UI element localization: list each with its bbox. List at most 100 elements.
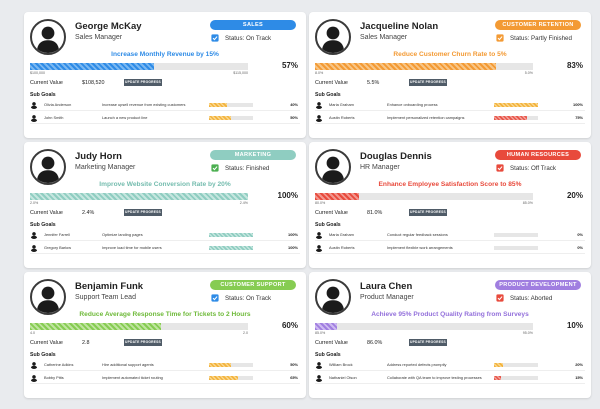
update-progress-button[interactable]: UPDATE PROGRESS (409, 209, 447, 216)
goal-progress-fill (30, 193, 248, 200)
sub-goal-percent: 15% (575, 375, 583, 380)
range-end: 2.0 (243, 331, 248, 335)
department-badge: MARKETING (210, 150, 296, 160)
sub-goal-progress-fill (209, 103, 227, 107)
goal-card-jacqueline-nolan: Jacqueline Nolan Sales Manager CUSTOMER … (309, 12, 591, 138)
sub-goal-percent: 0% (577, 232, 583, 237)
current-value-label: Current Value (30, 210, 63, 216)
sub-goal-person: William Brock (329, 362, 353, 367)
status-text: Status: Off Track (510, 165, 556, 172)
goal-progress-fill (315, 193, 359, 200)
sub-goal-avatar (315, 231, 323, 239)
sub-goal-avatar (30, 361, 38, 369)
goal-card-judy-horn: Judy Horn Marketing Manager MARKETING St… (24, 142, 306, 268)
goal-title: Increase Monthly Revenue by 15% (111, 51, 219, 58)
goal-card-laura-chen: Laura Chen Product Manager PRODUCT DEVEL… (309, 272, 591, 398)
on-track-status-icon (211, 294, 219, 302)
sub-goal-progress-fill (209, 376, 238, 380)
employee-role: HR Manager (360, 164, 400, 171)
update-progress-button[interactable]: UPDATE PROGRESS (124, 79, 162, 86)
sub-goal-progress-bar (209, 116, 253, 120)
current-value: 2.4% (82, 210, 95, 216)
sub-goal-task: Launch a new product line (102, 115, 148, 120)
employee-name: Laura Chen (360, 281, 413, 292)
sub-goal-row: Gregory Barlow Improve load time for mob… (30, 242, 300, 254)
sub-goal-task: Collaborate with QA team to improve test… (387, 375, 482, 380)
off-track-status-icon (496, 164, 504, 172)
sub-goal-person: Jennifer Farrell (44, 232, 70, 237)
sub-goal-task: Increase upsell revenue from existing cu… (102, 102, 186, 107)
current-value: 5.5% (367, 80, 380, 86)
sub-goal-avatar (315, 374, 323, 382)
current-value: $108,520 (82, 80, 105, 86)
update-progress-button[interactable]: UPDATE PROGRESS (409, 79, 447, 86)
employee-role: Product Manager (360, 294, 414, 301)
current-value: 86.0% (367, 340, 383, 346)
sub-goal-person: Austin Roberts (329, 115, 355, 120)
sub-goal-progress-fill (494, 103, 538, 107)
sub-goal-task: Optimize landing pages (102, 232, 143, 237)
goal-progress-bar (30, 63, 248, 70)
sub-goal-progress-bar (494, 246, 538, 250)
range-start: $100,000 (30, 71, 45, 75)
sub-goal-progress-bar (209, 246, 253, 250)
range-start: 8.0% (315, 71, 324, 75)
sub-goal-person: Nathaniel Olson (329, 375, 357, 380)
update-progress-button[interactable]: UPDATE PROGRESS (124, 339, 162, 346)
sub-goal-progress-bar (494, 116, 538, 120)
sub-goal-progress-bar (209, 233, 253, 237)
sub-goal-avatar (30, 231, 38, 239)
status-text: Status: Finished (225, 165, 270, 172)
sub-goal-progress-fill (494, 376, 501, 380)
goal-progress-fill (315, 63, 496, 70)
sub-goal-progress-bar (494, 376, 538, 380)
current-value: 2.8 (82, 340, 90, 346)
update-progress-button[interactable]: UPDATE PROGRESS (124, 209, 162, 216)
goal-progress-fill (30, 323, 161, 330)
sub-goal-progress-bar (209, 376, 253, 380)
range-end: 85.0% (522, 201, 533, 205)
range-end: $115,000 (233, 71, 248, 75)
department-badge: SALES (210, 20, 296, 30)
employee-role: Marketing Manager (75, 164, 136, 171)
department-badge: CUSTOMER RETENTION (495, 20, 581, 30)
sub-goal-progress-bar (494, 233, 538, 237)
sub-goal-task: Enhance onboarding process (387, 102, 438, 107)
sub-goal-avatar (315, 361, 323, 369)
department-badge: HUMAN RESOURCES (495, 150, 581, 160)
goal-progress-percent: 83% (566, 61, 583, 70)
sub-goal-person: Austin Roberts (329, 245, 355, 250)
sub-goal-person: John Smith (44, 115, 64, 120)
range-start: 85.0% (315, 331, 326, 335)
goal-progress-percent: 60% (281, 321, 298, 330)
goal-progress-bar (30, 323, 248, 330)
sub-goal-progress-bar (494, 103, 538, 107)
sub-goals-heading: Sub Goals (30, 92, 56, 98)
goal-title: Reduce Customer Churn Rate to 5% (393, 51, 507, 58)
goal-title: Reduce Average Response Time for Tickets… (79, 311, 251, 318)
sub-goals-heading: Sub Goals (315, 222, 341, 228)
current-value-label: Current Value (315, 80, 348, 86)
goal-progress-percent: 100% (277, 191, 298, 200)
update-progress-button[interactable]: UPDATE PROGRESS (409, 339, 447, 346)
sub-goal-avatar (30, 244, 38, 252)
sub-goal-task: Conduct regular feedback sessions (387, 232, 448, 237)
sub-goal-person: Maria Graham (329, 102, 354, 107)
sub-goal-avatar (315, 244, 323, 252)
range-end: 5.0% (524, 71, 533, 75)
goal-progress-bar (315, 63, 533, 70)
sub-goal-progress-bar (209, 363, 253, 367)
goal-card-benjamin-funk: Benjamin Funk Support Team Lead CUSTOMER… (24, 272, 306, 398)
sub-goal-percent: 100% (288, 245, 298, 250)
sub-goal-row: Jennifer Farrell Optimize landing pages … (30, 229, 300, 241)
sub-goal-progress-fill (209, 363, 231, 367)
finished-status-icon (211, 164, 219, 172)
sub-goal-progress-bar (209, 103, 253, 107)
sub-goals-heading: Sub Goals (30, 352, 56, 358)
goal-card-george-mckay: George McKay Sales Manager SALES Status:… (24, 12, 306, 138)
goal-progress-fill (30, 63, 155, 70)
goal-progress-percent: 57% (281, 61, 298, 70)
goal-progress-percent: 20% (566, 191, 583, 200)
sub-goal-row: Nathaniel Olson Collaborate with QA team… (315, 372, 585, 384)
sub-goal-percent: 40% (290, 102, 298, 107)
